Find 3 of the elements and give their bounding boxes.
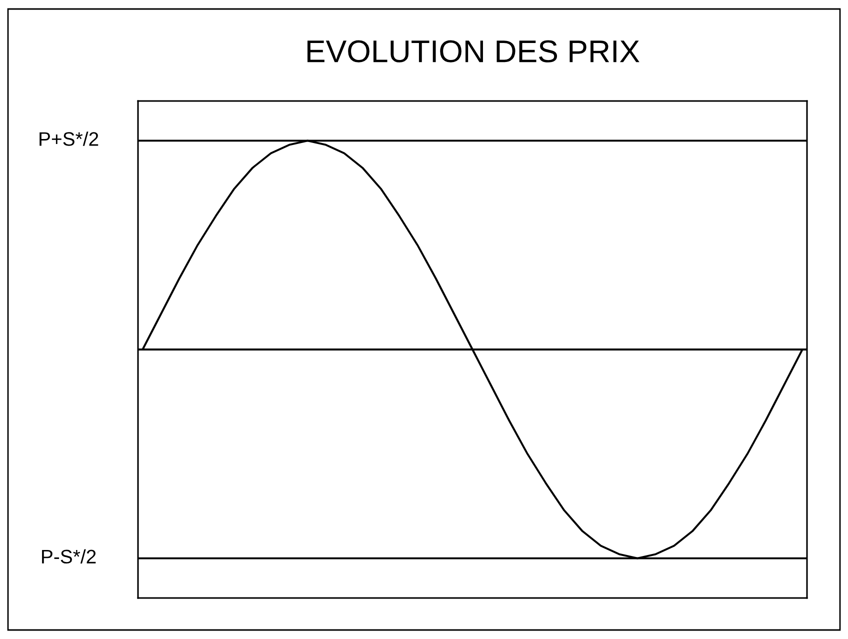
ref-line-label: P-S*/2: [42, 549, 96, 564]
ref-line-label: P+S*/2: [40, 132, 98, 146]
chart-title: EVOLUTION DES PRIX: [307, 40, 640, 62]
